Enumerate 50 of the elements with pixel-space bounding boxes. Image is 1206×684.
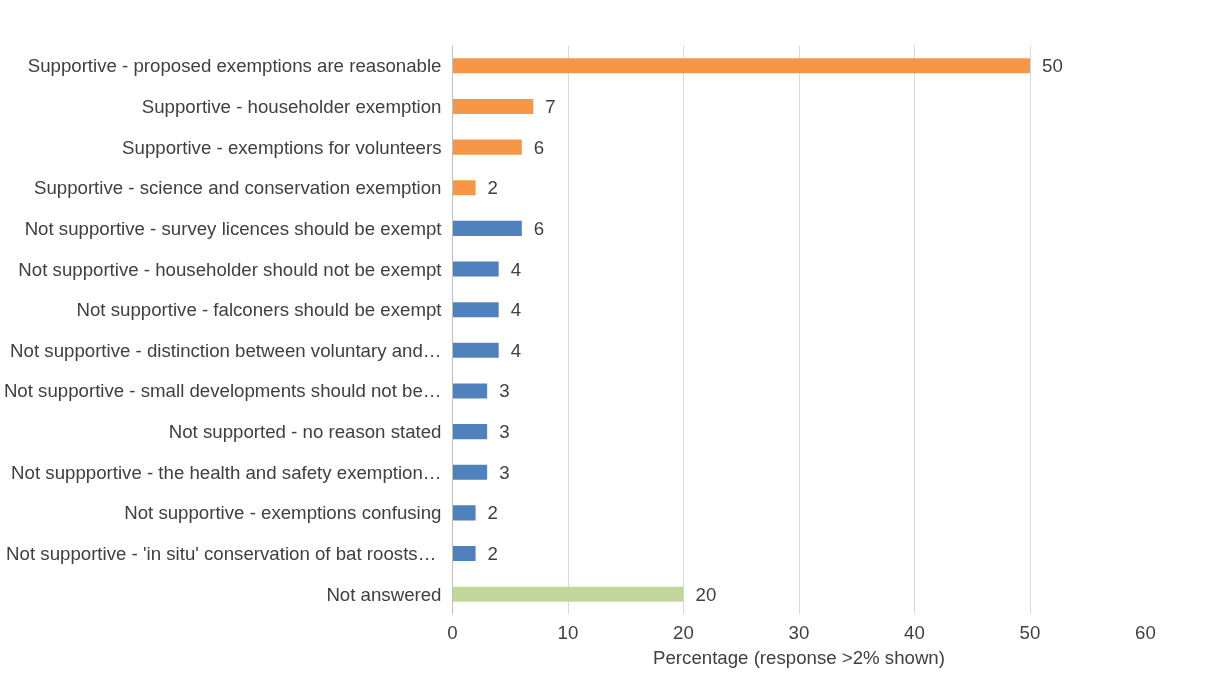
y-tick-label: Not supportive - survey licences should be exempt xyxy=(24,217,443,239)
x-tick-label: 0 xyxy=(447,621,458,643)
y-tick-label: Not supportive - falconers should be exempt xyxy=(76,299,443,321)
data-label: 2 xyxy=(487,502,498,524)
y-tick-label: Not supportive - exemptions confusing xyxy=(124,502,442,524)
y-tick-label: Not supportive - small developments should not be… xyxy=(3,380,442,402)
data-label: 3 xyxy=(499,421,510,443)
x-tick-label: 30 xyxy=(788,621,810,643)
y-tick-label: Supportive - exemptions for volunteers xyxy=(122,136,442,158)
bar xyxy=(452,546,476,562)
bar xyxy=(452,342,499,358)
data-label: 6 xyxy=(533,136,545,158)
y-tick-label: Not supportive - distinction between voluntary and… xyxy=(10,339,442,361)
data-label: 2 xyxy=(487,177,498,199)
bar xyxy=(452,302,499,318)
bar xyxy=(452,98,534,114)
data-label: 4 xyxy=(510,339,522,361)
y-tick-label: Not supportive - householder should not be exempt xyxy=(18,258,443,280)
bar xyxy=(452,220,522,236)
data-label: 2 xyxy=(487,543,498,565)
data-label: 4 xyxy=(510,258,522,280)
y-tick-label: Not answered xyxy=(326,583,442,605)
data-label: 50 xyxy=(1042,55,1063,77)
y-tick-label: Supportive - proposed exemptions are reasonable xyxy=(27,55,442,77)
y-tick-label: Supportive - science and conservation exemption xyxy=(33,177,442,199)
bar xyxy=(452,58,1030,74)
bar xyxy=(452,383,488,399)
data-label: 4 xyxy=(510,299,522,321)
y-tick-label: Not suppportive - the health and safety exemption… xyxy=(11,461,442,483)
data-label: 7 xyxy=(545,95,556,117)
data-label: 3 xyxy=(499,380,510,402)
bar xyxy=(452,261,499,277)
x-tick-label: 60 xyxy=(1135,621,1156,643)
bar xyxy=(452,424,488,440)
y-tick-label: Not supportive - 'in situ' conservation of bat roosts… xyxy=(6,543,437,565)
bar xyxy=(452,139,522,155)
y-tick-label: Supportive - householder exemption xyxy=(141,95,442,117)
x-tick-label: 50 xyxy=(1019,621,1041,643)
bar xyxy=(452,586,684,602)
data-label: 6 xyxy=(533,217,545,239)
x-tick-label: 10 xyxy=(557,621,579,643)
bar xyxy=(452,505,476,521)
bar xyxy=(452,464,488,480)
x-axis-title: Percentage (response >2% shown) xyxy=(653,646,945,668)
data-label: 3 xyxy=(499,461,510,483)
bar xyxy=(452,180,476,196)
data-label: 20 xyxy=(695,583,717,605)
x-tick-label: 20 xyxy=(673,621,694,643)
y-tick-label: Not supported - no reason stated xyxy=(168,421,442,443)
x-tick-label: 40 xyxy=(904,621,925,643)
